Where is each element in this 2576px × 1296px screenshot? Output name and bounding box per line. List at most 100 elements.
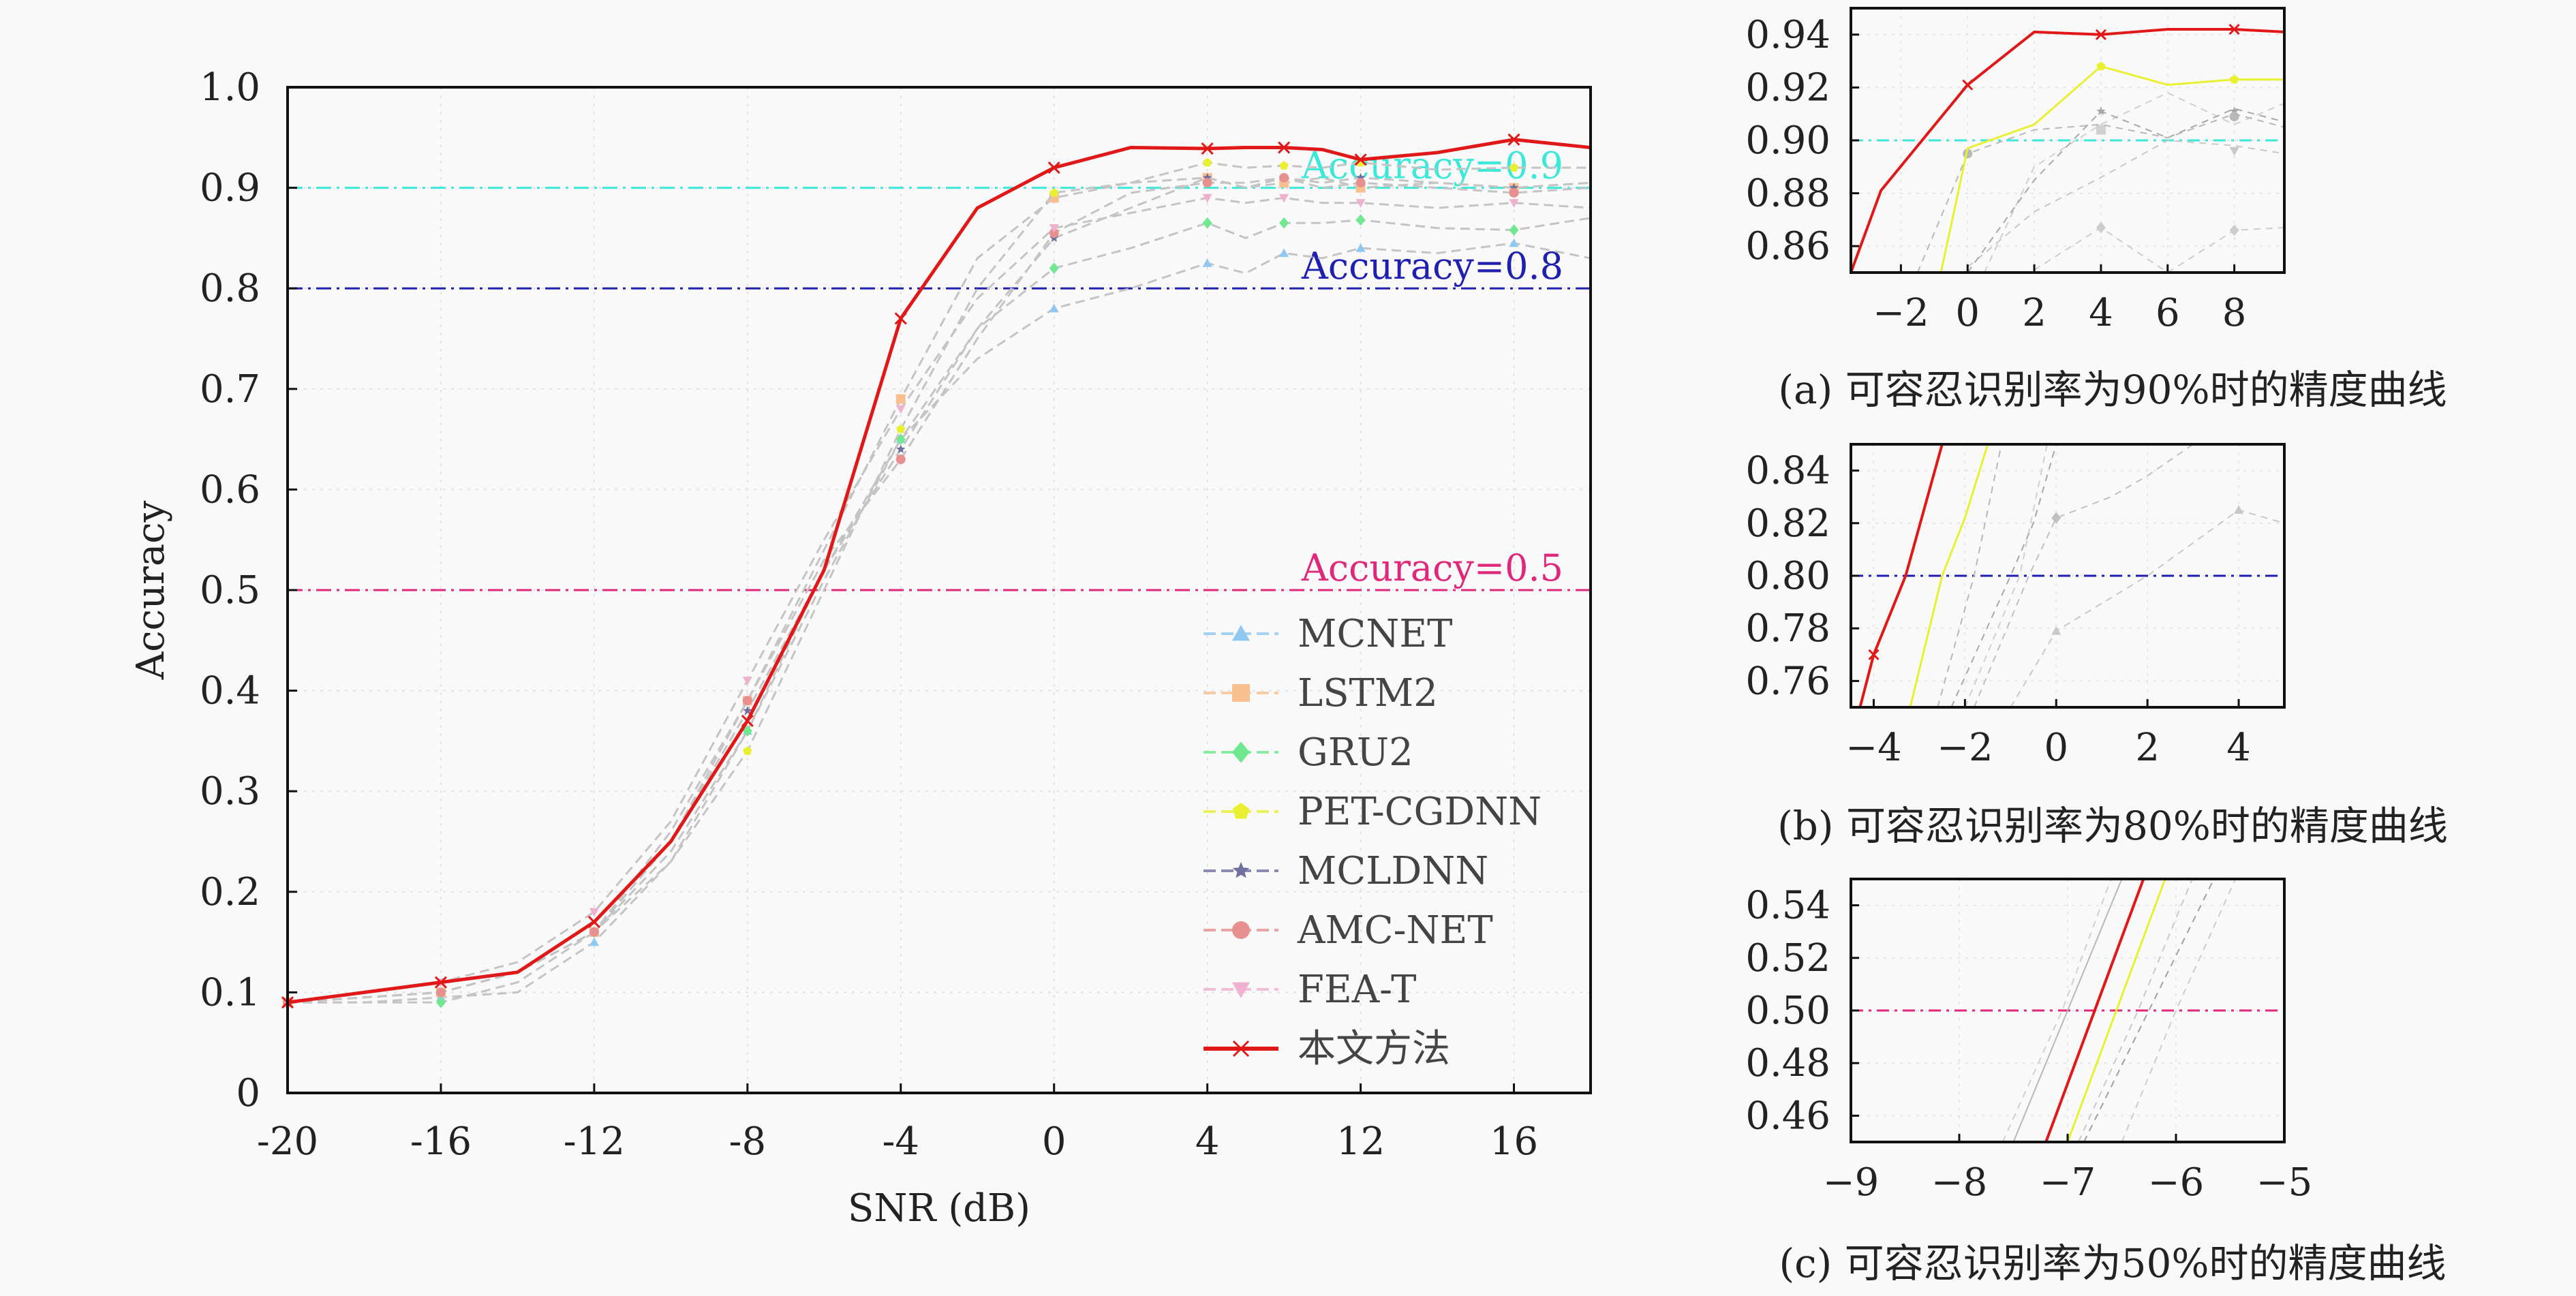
inset-x-tick-label: −7 bbox=[2040, 1160, 2096, 1205]
marker-circle bbox=[1232, 921, 1250, 939]
inset-c: 0.46 0.48 0.50 0.52 0.54 −9 −8 −7 −6 −5 (c) 可容忍识别率… bbox=[1745, 878, 2447, 1286]
marker-square bbox=[2096, 125, 2106, 135]
marker-x bbox=[1962, 79, 1974, 91]
marker-circle bbox=[742, 696, 752, 706]
legend-label: 本文方法 bbox=[1298, 1027, 1450, 1071]
marker-triangle-down bbox=[1232, 982, 1250, 998]
inset-y-tick-label: 0.82 bbox=[1745, 502, 1830, 546]
marker-triangle-down bbox=[1355, 199, 1366, 208]
y-tick-label: 0.4 bbox=[200, 669, 260, 713]
inset-y-tick-label: 0.78 bbox=[1745, 606, 1830, 651]
inset-caption: (c) 可容忍识别率为50%时的精度曲线 bbox=[1779, 1240, 2446, 1286]
marker-x bbox=[2228, 23, 2240, 35]
inset-y-tick-label: 0.90 bbox=[1745, 119, 1830, 163]
inset-y-tick-label: 0.92 bbox=[1745, 65, 1830, 110]
inset-x-tick-label: −6 bbox=[2148, 1160, 2205, 1205]
inset-series-line bbox=[1851, 28, 2284, 273]
marker-x bbox=[1868, 649, 1880, 660]
marker-triangle-down bbox=[2229, 146, 2239, 156]
x-tick-label: 12 bbox=[1336, 1120, 1385, 1164]
inset-y-tick-label: 0.80 bbox=[1745, 554, 1830, 598]
y-tick-label: 0.8 bbox=[200, 266, 260, 311]
marker-x bbox=[1507, 133, 1520, 146]
marker-triangle-down bbox=[895, 405, 906, 414]
marker-triangle bbox=[2051, 626, 2061, 635]
x-tick-label: -16 bbox=[410, 1120, 472, 1164]
marker-triangle-down bbox=[1202, 194, 1212, 203]
y-tick-label: 0.9 bbox=[200, 166, 260, 211]
inset-x-tick-label: −5 bbox=[2256, 1160, 2313, 1205]
inset-x-tick-label: −2 bbox=[1873, 291, 1929, 335]
legend-label: PET-CGDNN bbox=[1298, 790, 1542, 834]
marker-pentagon bbox=[743, 746, 752, 755]
main-ticks: 0 0.1 0.2 0.3 0.4 0.5 0.6 0.7 0.8 0.9 1.0 -20 -16 -12… bbox=[200, 65, 1538, 1164]
inset-series-line bbox=[1973, 444, 2194, 707]
marker-triangle bbox=[1232, 625, 1250, 641]
y-tick-label: 0 bbox=[236, 1071, 260, 1115]
marker-circle bbox=[2229, 112, 2239, 122]
marker-triangle bbox=[589, 937, 599, 946]
marker-triangle-down bbox=[742, 677, 752, 685]
inset-series-line bbox=[2077, 879, 2193, 1142]
inset-series bbox=[2002, 879, 2237, 1142]
marker-circle bbox=[895, 454, 906, 465]
marker-pentagon bbox=[2229, 74, 2239, 84]
inset-series-line bbox=[1937, 444, 2002, 707]
x-tick-label: -12 bbox=[564, 1120, 625, 1164]
inset-a: 0.86 0.88 0.90 0.92 0.94 −2 0 2 4 6 8 (a) 可容忍识别率为90… bbox=[1745, 7, 2447, 413]
inset-x-tick-label: 4 bbox=[2226, 726, 2251, 770]
legend: MCNET LSTM2 GRU2 PET-CGDNN MCLDNN AMC-NET FEA-… bbox=[1203, 612, 1542, 1071]
inset-y-tick-label: 0.94 bbox=[1745, 13, 1830, 57]
inset-series bbox=[1858, 444, 2284, 707]
marker-pentagon bbox=[1279, 161, 1289, 170]
inset-x-tick-label: −8 bbox=[1931, 1160, 1988, 1205]
marker-x bbox=[1201, 142, 1214, 155]
marker-triangle-down bbox=[1279, 194, 1289, 203]
marker-diamond bbox=[1279, 217, 1289, 229]
marker-triangle bbox=[1509, 238, 1519, 247]
series-line bbox=[287, 196, 1591, 1004]
inset-series-line bbox=[2034, 226, 2284, 273]
marker-x bbox=[2095, 29, 2106, 40]
x-tick-label: 4 bbox=[1195, 1120, 1220, 1164]
marker-diamond bbox=[2229, 224, 2239, 236]
marker-triangle bbox=[1049, 303, 1059, 313]
marker-diamond bbox=[2096, 221, 2106, 234]
inset-x-tick-label: −4 bbox=[1845, 726, 1902, 770]
marker-triangle bbox=[1202, 258, 1212, 267]
x-tick-label: -4 bbox=[882, 1120, 919, 1164]
inset-series-line bbox=[1909, 444, 1989, 707]
marker-diamond bbox=[1232, 741, 1250, 763]
marker-circle bbox=[1509, 187, 1519, 198]
y-tick-label: 0.6 bbox=[200, 467, 260, 512]
inset-y-tick-label: 0.76 bbox=[1745, 659, 1830, 703]
series-line bbox=[287, 138, 1591, 1004]
legend-label: LSTM2 bbox=[1298, 671, 1438, 715]
x-tick-label: 0 bbox=[1042, 1120, 1067, 1164]
reference-line-label: Accuracy=0.8 bbox=[1301, 245, 1563, 288]
inset-x-tick-label: 6 bbox=[2156, 291, 2180, 335]
main-axis-labels: SNR (dB) Accuracy bbox=[129, 500, 1030, 1231]
inset-series-line bbox=[1939, 65, 2284, 273]
marker-x bbox=[434, 976, 448, 989]
marker-square bbox=[895, 394, 906, 404]
marker-pentagon bbox=[896, 424, 906, 433]
inset-x-tick-label: −9 bbox=[1823, 1160, 1880, 1205]
legend-label: FEA-T bbox=[1298, 968, 1416, 1012]
marker-circle bbox=[1279, 172, 1289, 183]
reference-line-label: Accuracy=0.5 bbox=[1301, 546, 1563, 589]
marker-circle bbox=[435, 987, 446, 998]
x-axis-label: SNR (dB) bbox=[848, 1186, 1030, 1231]
marker-triangle bbox=[2234, 505, 2244, 514]
marker-star bbox=[2096, 106, 2106, 115]
inset-caption: (b) 可容忍识别率为80%时的精度曲线 bbox=[1777, 803, 2448, 849]
inset-x-tick-label: 8 bbox=[2222, 291, 2247, 335]
inset-x-tick-label: 0 bbox=[2044, 726, 2068, 770]
marker-diamond bbox=[1355, 214, 1366, 226]
marker-star bbox=[1232, 862, 1250, 878]
inset-series-line bbox=[2002, 879, 2112, 1142]
series-line bbox=[288, 217, 1591, 1004]
y-axis-label: Accuracy bbox=[129, 500, 173, 680]
inset-y-tick-label: 0.86 bbox=[1745, 224, 1830, 268]
